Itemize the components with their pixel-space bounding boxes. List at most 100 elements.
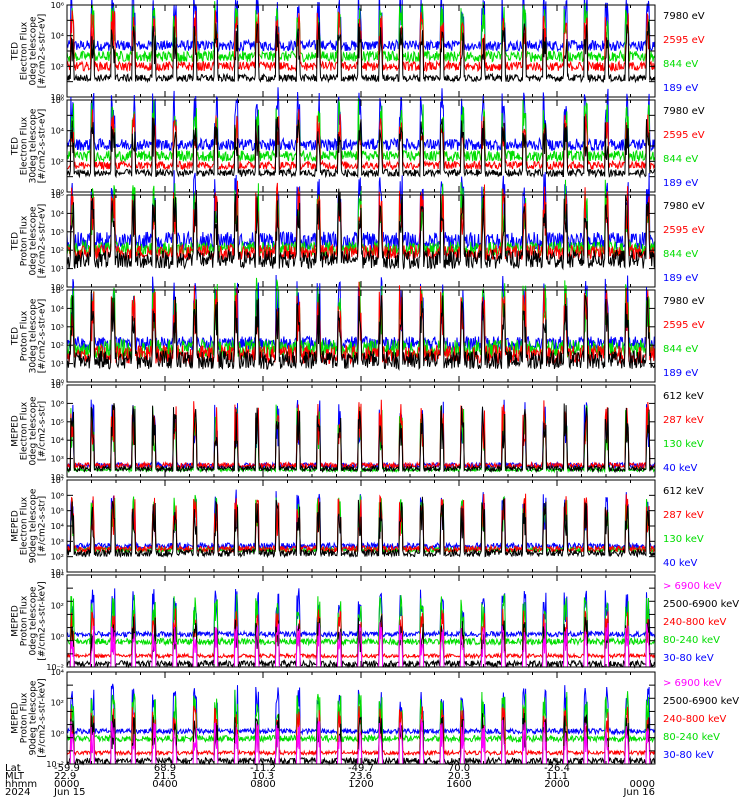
legend-entry: 130 keV — [663, 439, 704, 450]
y-tick-label: 10⁰ — [51, 632, 64, 641]
legend-entry: 189 eV — [663, 178, 698, 189]
series-trace-80-240-kev — [66, 689, 656, 744]
y-tick-label: 10⁰ — [51, 283, 64, 292]
legend-entry: 2595 eV — [663, 130, 705, 141]
y-tick-label: 10³ — [51, 455, 64, 464]
y-axis-label: MEPEDElectron Flux0deg telescope[#/cm2-s… — [11, 396, 48, 466]
legend-entry: 80-240 keV — [663, 732, 720, 743]
x-axis-value: Jun 15 — [53, 787, 86, 798]
legend-entry: 844 eV — [663, 154, 698, 165]
legend-entry: 2595 eV — [663, 225, 705, 236]
x-axis-value: 0800 — [250, 779, 275, 790]
x-axis-value: 10.3 — [252, 771, 274, 782]
y-axis-label: MEPEDElectron Flux90deg telescope[#/cm2-… — [11, 488, 48, 563]
y-axis-label: MEPEDProton Flux90deg telescope[#/cm2-s-… — [11, 678, 48, 757]
y-axis-label: TEDProton Flux0deg telescope[#/cm2-s-str… — [11, 204, 48, 279]
legend-entry: 844 eV — [663, 59, 698, 70]
legend-entry: 2500-6900 keV — [663, 599, 739, 610]
y-tick-label: 10⁰ — [51, 188, 64, 197]
x-axis-value: -26.4 — [544, 763, 570, 774]
y-tick-label: 10⁶ — [51, 399, 64, 408]
legend-entry: 30-80 keV — [663, 750, 714, 761]
legend-entry: 240-800 keV — [663, 714, 727, 725]
x-axis-value: 1600 — [446, 779, 471, 790]
y-tick-label: 10³ — [51, 228, 64, 237]
y-axis-label: MEPEDProton Flux0deg telescope[#/cm2-s-s… — [11, 581, 48, 660]
y-tick-label: 10² — [51, 553, 64, 562]
y-tick-label: 10⁰ — [51, 729, 64, 738]
legend-entry: 7980 eV — [663, 201, 705, 212]
x-axis-row-label: MLT — [5, 771, 25, 782]
y-tick-label: 10⁴ — [51, 522, 64, 531]
series-trace-612-kev — [66, 496, 656, 559]
legend-entry: 189 eV — [663, 273, 698, 284]
legend-entry: 240-800 keV — [663, 617, 727, 628]
legend-entry: 80-240 keV — [663, 635, 720, 646]
y-tick-label: 10⁰ — [51, 93, 64, 102]
y-axis-label: TEDElectron Flux0deg telescope[#/cm2-s-s… — [11, 14, 48, 89]
y-tick-label: 10¹ — [51, 360, 64, 369]
x-axis-value: 68.9 — [154, 763, 176, 774]
legend-entry: 612 keV — [663, 486, 704, 497]
legend-entry: 2595 eV — [663, 35, 705, 46]
y-tick-label: 10³ — [51, 323, 64, 332]
x-axis-value: 0400 — [152, 779, 177, 790]
y-tick-label: 10⁴ — [51, 127, 64, 136]
x-axis-value: 2000 — [544, 779, 569, 790]
x-axis-value: 0000 — [54, 779, 79, 790]
legend-entry: 2595 eV — [663, 320, 705, 331]
legend-entry: 2500-6900 keV — [663, 696, 739, 707]
y-tick-label: 10⁴ — [51, 209, 64, 218]
legend-entry: 40 keV — [663, 463, 697, 474]
y-tick-label: 10⁶ — [51, 491, 64, 500]
series-trace-7980-ev — [66, 21, 656, 84]
y-tick-label: 10² — [51, 157, 64, 166]
y-tick-label: 10³ — [51, 537, 64, 546]
legend-entry: 189 eV — [663, 83, 698, 94]
series-trace-30-80-kev — [66, 588, 656, 639]
x-axis-value: 11.1 — [546, 771, 568, 782]
series-trace-2595-ev — [66, 10, 656, 73]
y-tick-label: 10⁵ — [51, 286, 64, 295]
legend-entry: 844 eV — [663, 249, 698, 260]
x-axis-row-label: 2024 — [5, 787, 30, 798]
x-axis-value: 22.9 — [54, 771, 76, 782]
legend-entry: 287 keV — [663, 510, 704, 521]
x-axis-value: 1200 — [348, 779, 373, 790]
y-tick-label: 10² — [51, 602, 64, 611]
series-trace-7980-ev — [66, 116, 656, 179]
y-tick-label: 10⁷ — [51, 476, 64, 485]
x-axis-value: 23.6 — [350, 771, 372, 782]
x-axis-value: Jun 16 — [622, 787, 655, 798]
x-axis-value: 0000 — [630, 779, 655, 790]
legend-entry: 612 keV — [663, 391, 704, 402]
y-tick-label: 10² — [51, 341, 64, 350]
y-axis-label: TEDProton Flux30deg telescope[#/cm2-s-st… — [11, 298, 48, 373]
legend-entry: 7980 eV — [663, 11, 705, 22]
legend-entry: 189 eV — [663, 368, 698, 379]
y-tick-label: 10⁵ — [51, 507, 64, 516]
legend-entry: 30-80 keV — [663, 653, 714, 664]
legend-entry: 287 keV — [663, 415, 704, 426]
y-tick-label: 10⁶ — [51, 1, 64, 10]
legend-entry: 130 keV — [663, 534, 704, 545]
y-tick-label: 10⁵ — [51, 418, 64, 427]
y-tick-label: 10⁵ — [51, 191, 64, 200]
legend-entry: 7980 eV — [663, 296, 705, 307]
y-axis-label: TEDElectron Flux30deg telescope[#/cm2-s-… — [11, 108, 48, 183]
legend-entry: 40 keV — [663, 558, 697, 569]
y-tick-label: 10² — [51, 62, 64, 71]
x-axis-row-label: Lat — [5, 763, 21, 774]
legend-entry: > 6900 keV — [663, 678, 722, 689]
y-tick-label: 10⁻² — [46, 760, 64, 769]
series-trace-7980-ev — [66, 290, 656, 371]
y-tick-label: 10⁷ — [51, 381, 64, 390]
x-axis-value: 21.5 — [154, 771, 176, 782]
